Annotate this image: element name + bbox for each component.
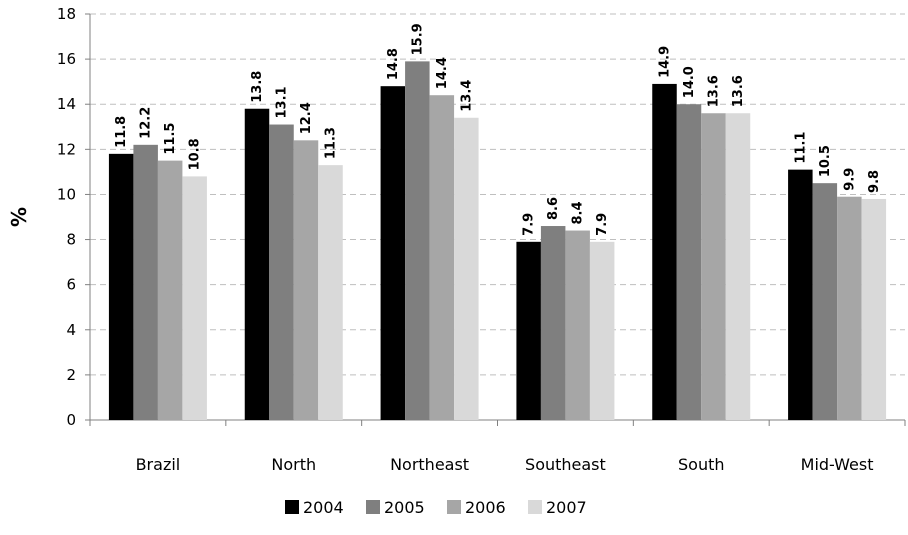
x-category-label: South xyxy=(678,455,725,474)
y-tick-label: 2 xyxy=(66,366,76,384)
bar xyxy=(293,140,319,421)
legend-swatch xyxy=(285,500,299,514)
data-label: 13.6 xyxy=(707,75,722,107)
data-label: 13.8 xyxy=(250,71,265,103)
bar xyxy=(725,113,751,420)
legend: 2004 2005 2006 2007 xyxy=(285,498,587,517)
data-label: 15.9 xyxy=(410,23,425,55)
y-tick-label: 8 xyxy=(66,231,76,249)
bar xyxy=(701,113,726,420)
bar xyxy=(157,160,183,420)
data-label: 14.9 xyxy=(658,46,673,78)
y-tick-label: 4 xyxy=(66,321,76,339)
x-category-label: Southeast xyxy=(525,455,606,474)
data-label: 13.6 xyxy=(731,75,746,107)
y-axis-label: % xyxy=(7,207,31,227)
bar xyxy=(244,108,270,420)
data-label: 10.5 xyxy=(818,145,833,177)
legend-label: 2005 xyxy=(384,498,425,517)
data-label: 9.9 xyxy=(842,168,857,191)
data-label: 14.8 xyxy=(386,48,401,80)
legend-label: 2006 xyxy=(465,498,506,517)
bar xyxy=(182,176,207,420)
data-label: 9.8 xyxy=(867,170,882,193)
data-label: 11.1 xyxy=(793,132,808,164)
data-label: 14.4 xyxy=(435,57,450,89)
bars xyxy=(108,61,887,421)
bar xyxy=(133,144,158,421)
y-tick-label: 16 xyxy=(57,50,76,68)
bar xyxy=(380,86,406,420)
y-tick-label: 18 xyxy=(57,5,76,23)
bar xyxy=(861,198,887,420)
y-tick-label: 12 xyxy=(57,140,76,158)
x-category-label: Brazil xyxy=(136,455,181,474)
x-category-label: Northeast xyxy=(390,455,469,474)
data-label: 10.8 xyxy=(188,138,203,170)
bar xyxy=(565,230,590,420)
bar xyxy=(318,165,343,420)
data-label: 13.4 xyxy=(459,80,474,112)
data-labels: 11.8 12.2 11.5 10.8 13.8 13.1 12.4 11.3 14.8 15.9… xyxy=(114,23,882,236)
y-tick-label: 14 xyxy=(57,95,76,113)
data-label: 8.6 xyxy=(546,197,561,220)
bar xyxy=(516,241,541,420)
bar xyxy=(837,196,862,420)
data-label: 13.1 xyxy=(275,86,290,118)
legend-swatch xyxy=(447,500,461,514)
bar xyxy=(788,169,813,420)
data-label: 11.8 xyxy=(114,116,129,148)
legend-swatch xyxy=(366,500,380,514)
bar xyxy=(405,61,430,420)
bar xyxy=(540,226,566,420)
bar xyxy=(812,183,838,420)
x-category-label: North xyxy=(271,455,316,474)
legend-label: 2004 xyxy=(303,498,344,517)
y-tick-label: 10 xyxy=(57,185,76,203)
data-label: 7.9 xyxy=(522,213,537,236)
legend-label: 2007 xyxy=(546,498,587,517)
gridlines xyxy=(90,13,905,376)
bar xyxy=(269,124,294,421)
legend-swatch xyxy=(528,500,542,514)
x-axis: Brazil North Northeast Southeast South Mid-We… xyxy=(89,419,906,474)
data-label: 11.5 xyxy=(163,123,178,155)
bar xyxy=(108,153,134,420)
y-tick-label: 6 xyxy=(66,276,76,294)
data-label: 7.9 xyxy=(595,213,610,236)
bar xyxy=(454,117,479,420)
data-label: 14.0 xyxy=(682,66,697,98)
data-label: 8.4 xyxy=(571,202,586,225)
bar xyxy=(589,241,615,420)
bar xyxy=(676,104,702,420)
data-label: 12.2 xyxy=(139,107,154,139)
x-category-label: Mid-West xyxy=(801,455,874,474)
bar xyxy=(429,95,455,420)
bar xyxy=(652,83,677,420)
data-label: 11.3 xyxy=(324,127,339,159)
y-tick-label: 0 xyxy=(66,411,76,429)
y-axis: 0 2 4 6 8 10 12 14 16 18 xyxy=(57,5,91,429)
data-label: 12.4 xyxy=(299,102,314,134)
